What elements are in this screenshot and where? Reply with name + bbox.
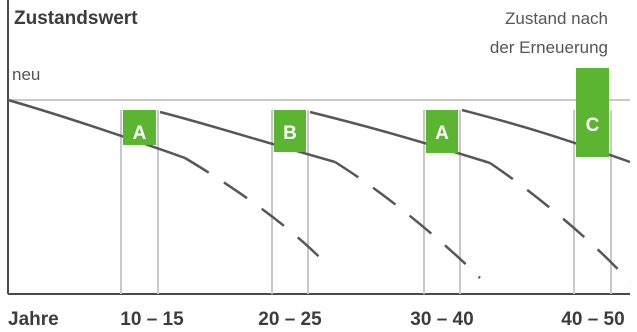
condition-curve-forecast-0 [184, 156, 331, 269]
x-axis-title: Jahre [8, 309, 59, 330]
intervention-letter-0: A [133, 123, 147, 144]
condition-curve-forecast-1 [334, 160, 481, 279]
intervention-box-2 [426, 110, 458, 153]
condition-curve-0 [7, 98, 186, 160]
intervention-box-1 [274, 110, 306, 152]
condition-curve-forecast-2 [489, 161, 631, 283]
new-state-label: neu [12, 65, 40, 84]
intervention-letter-3: C [586, 115, 600, 136]
intervention-letter-2: A [435, 123, 449, 144]
annotation-line-1: Zustand nach [505, 9, 608, 28]
x-tick-label-2: 30 – 40 [410, 309, 473, 330]
x-tick-label-3: 40 – 50 [561, 309, 624, 330]
x-tick-label-0: 10 – 15 [120, 309, 184, 330]
condition-curve-2 [309, 110, 491, 165]
intervention-letter-1: B [283, 123, 297, 144]
condition-curve-1 [159, 110, 336, 164]
intervention-box-3 [576, 68, 609, 157]
intervention-box-0 [123, 110, 156, 145]
annotation-line-2: der Erneuerung [490, 38, 608, 57]
y-axis-title: Zustandswert [14, 8, 138, 29]
x-tick-label-1: 20 – 25 [258, 309, 322, 330]
